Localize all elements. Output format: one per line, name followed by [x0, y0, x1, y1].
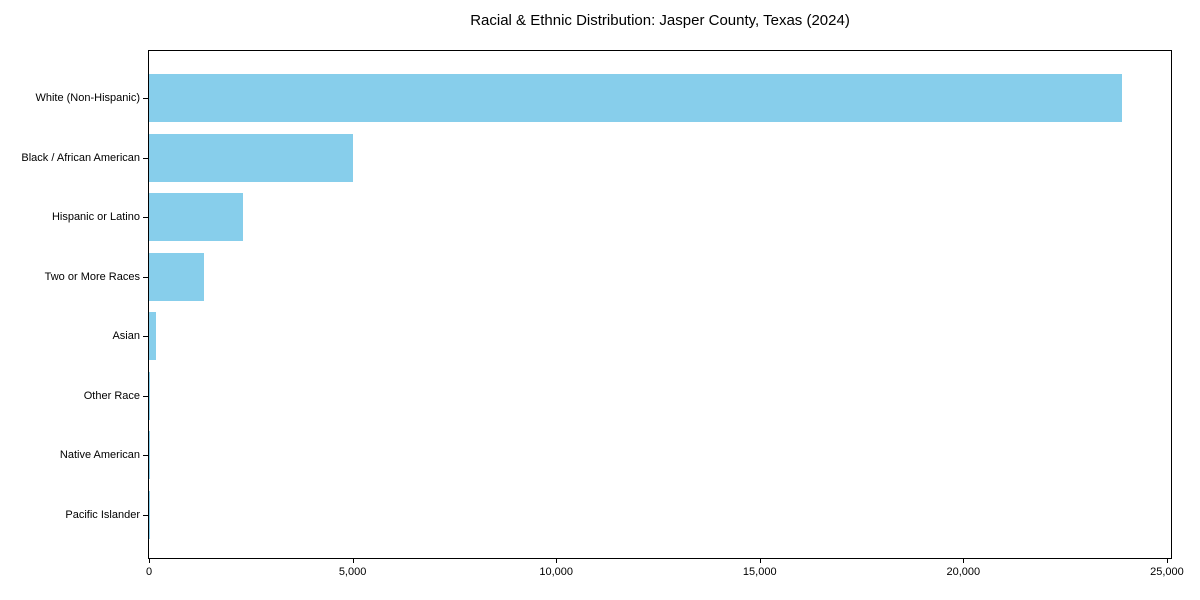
x-tick-label-5000: 5,000	[338, 566, 367, 578]
x-tick-mark	[759, 558, 761, 563]
y-tick-label-other-race: Other Race	[83, 389, 140, 402]
y-tick-mark	[143, 98, 148, 99]
y-tick-mark	[143, 455, 148, 457]
x-tick-label-20000: 20,000	[946, 566, 981, 578]
y-tick-label-hispanic-or-latino: Hispanic or Latino	[51, 211, 140, 224]
bar-white-non-hispanic	[149, 74, 1123, 122]
bar-hispanic-or-latino	[149, 193, 243, 242]
y-tick-mark	[143, 514, 148, 516]
y-tick-mark	[143, 276, 148, 278]
y-tick-label-two-or-more-races: Two or More Races	[44, 270, 140, 283]
chart-title: Racial & Ethnic Distribution: Jasper Cou…	[470, 12, 850, 29]
bar-two-or-more-races	[149, 252, 204, 301]
x-tick-label-15000: 15,000	[742, 566, 777, 578]
y-tick-label-black-african-american: Black / African American	[21, 151, 140, 164]
x-tick-label-10000: 10,000	[539, 566, 573, 578]
y-tick-mark	[143, 395, 148, 397]
bar-asian	[149, 312, 156, 361]
y-tick-mark	[143, 157, 148, 159]
x-tick-mark	[352, 558, 354, 563]
bar-black-african-american	[149, 133, 353, 182]
y-tick-label-native-american: Native American	[59, 449, 140, 462]
bar-native-american	[149, 431, 151, 480]
y-tick-label-pacific-islander: Pacific Islander	[65, 508, 140, 521]
y-tick-label-white-non-hispanic: White (Non-Hispanic)	[35, 92, 140, 104]
x-tick-mark	[1166, 558, 1168, 563]
x-tick-label-25000: 25,000	[1150, 566, 1184, 578]
x-tick-mark	[963, 558, 965, 563]
y-tick-label-asian: Asian	[112, 330, 140, 343]
y-tick-mark	[143, 217, 148, 219]
x-tick-mark	[149, 558, 150, 563]
x-tick-mark	[556, 558, 558, 563]
y-tick-mark	[143, 336, 148, 338]
x-tick-label-0: 0	[145, 566, 153, 578]
bar-other-race	[149, 371, 151, 420]
plot-area: White (Non-Hispanic) Black / African Amer…	[21, 50, 1184, 578]
